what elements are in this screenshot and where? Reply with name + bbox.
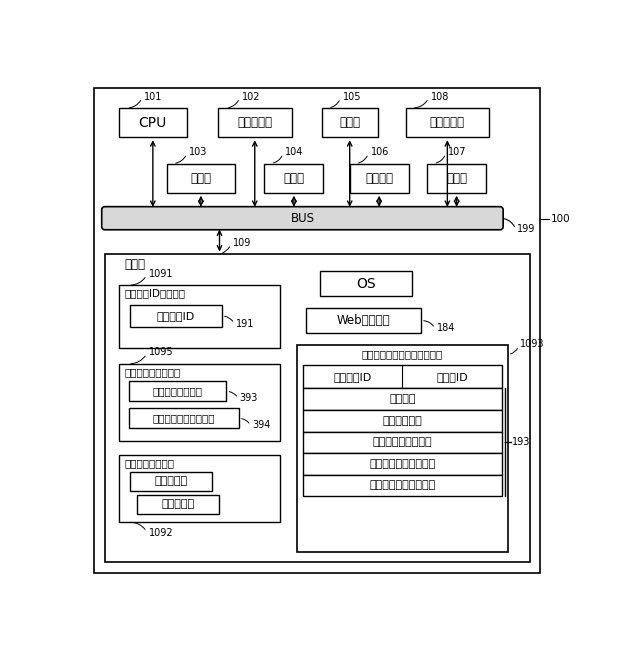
- Text: デバイスID: デバイスID: [157, 311, 195, 321]
- Text: 無線通信部: 無線通信部: [430, 116, 465, 129]
- Bar: [119, 364, 280, 441]
- Text: カメラ: カメラ: [284, 171, 305, 185]
- Bar: [349, 164, 408, 193]
- Bar: [303, 453, 502, 474]
- Bar: [131, 306, 222, 327]
- Bar: [303, 474, 502, 496]
- Text: 109: 109: [234, 238, 252, 248]
- Text: BUS: BUS: [291, 212, 314, 225]
- Bar: [218, 108, 292, 137]
- Bar: [129, 472, 212, 491]
- Bar: [129, 409, 239, 428]
- Text: 表示部: 表示部: [191, 171, 211, 185]
- Text: 103: 103: [189, 147, 207, 157]
- Text: コンテンツ管理データ: コンテンツ管理データ: [152, 413, 215, 423]
- Text: コンテンツ格納領域: コンテンツ格納領域: [125, 367, 181, 377]
- Text: 記憶部: 記憶部: [124, 258, 145, 271]
- Text: 104: 104: [285, 147, 304, 157]
- Text: 電子書籍管理アプリ格納領域: 電子書籍管理アプリ格納領域: [362, 350, 443, 359]
- Text: 106: 106: [371, 147, 389, 157]
- Bar: [322, 108, 378, 137]
- Text: マイク: マイク: [339, 116, 360, 129]
- Text: 393: 393: [239, 394, 258, 403]
- Text: スピーカ: スピーカ: [365, 171, 393, 185]
- Bar: [119, 285, 280, 348]
- Text: デバイスID: デバイスID: [333, 372, 372, 382]
- Bar: [119, 455, 280, 522]
- Bar: [307, 308, 421, 333]
- Bar: [264, 164, 323, 193]
- Text: 管理機能: 管理機能: [389, 394, 415, 404]
- Bar: [105, 254, 529, 562]
- Text: ビュワー２: ビュワー２: [161, 499, 194, 509]
- Text: CPU: CPU: [139, 116, 167, 129]
- Text: コンテンツデータ: コンテンツデータ: [153, 386, 203, 396]
- Text: 101: 101: [145, 91, 163, 102]
- Bar: [94, 88, 540, 573]
- Text: 191: 191: [236, 319, 254, 328]
- FancyBboxPatch shape: [102, 207, 503, 230]
- Text: 1091: 1091: [149, 269, 173, 279]
- Bar: [303, 365, 502, 388]
- Bar: [297, 346, 508, 552]
- Bar: [167, 164, 235, 193]
- Bar: [303, 388, 502, 410]
- Text: 1093: 1093: [520, 340, 545, 350]
- Bar: [119, 108, 187, 137]
- Text: 184: 184: [436, 323, 455, 333]
- Text: Webブラウザ: Webブラウザ: [337, 314, 390, 327]
- Bar: [129, 382, 227, 401]
- Text: 1092: 1092: [149, 528, 173, 538]
- Text: 193: 193: [513, 438, 531, 447]
- Text: ビュワー１: ビュワー１: [154, 476, 188, 486]
- Text: 105: 105: [343, 91, 361, 102]
- Text: コンテンツ借入れ機能: コンテンツ借入れ機能: [369, 480, 436, 490]
- Text: 登録設定機能: 登録設定機能: [383, 416, 422, 426]
- Text: 1095: 1095: [149, 347, 173, 357]
- Text: 394: 394: [252, 420, 271, 430]
- Text: コンテンツ貸出し機能: コンテンツ貸出し機能: [369, 459, 436, 469]
- Text: ビュワー格納領域: ビュワー格納領域: [125, 458, 175, 468]
- Bar: [428, 164, 486, 193]
- Bar: [320, 271, 412, 296]
- Bar: [303, 432, 502, 453]
- Text: 107: 107: [448, 147, 467, 157]
- Bar: [136, 495, 219, 514]
- Text: デバイスID格納領域: デバイスID格納領域: [125, 288, 186, 299]
- Text: 入力検知部: 入力検知部: [237, 116, 272, 129]
- Bar: [406, 108, 489, 137]
- Text: 電源部: 電源部: [446, 171, 467, 185]
- Text: コンテンツ取得機能: コンテンツ取得機能: [372, 438, 432, 447]
- Text: ユーザID: ユーザID: [436, 372, 468, 382]
- Bar: [303, 410, 502, 432]
- Text: 102: 102: [242, 91, 260, 102]
- Text: 100: 100: [550, 214, 570, 224]
- Text: OS: OS: [356, 277, 376, 290]
- Text: 199: 199: [517, 224, 536, 234]
- Text: 108: 108: [431, 91, 449, 102]
